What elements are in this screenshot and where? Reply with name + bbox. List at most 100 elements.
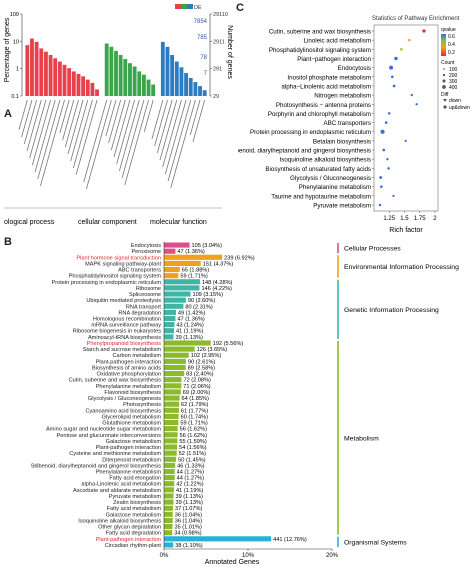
panel-c-title: Statistics of Pathway Enrichment xyxy=(372,16,460,22)
pathway-value-label: 80 (2.31%) xyxy=(185,304,212,310)
go-term-bar xyxy=(85,79,90,96)
pathway-bar xyxy=(164,505,173,511)
legend-count-dot xyxy=(442,79,446,83)
pathway-label: Circadian rhythm-plant xyxy=(105,543,162,549)
go-term-bar xyxy=(132,66,137,96)
legend-swatch-red xyxy=(175,4,181,9)
go-term-bar xyxy=(202,90,207,96)
go-term-bar xyxy=(193,82,198,96)
pathway-dot xyxy=(387,112,391,115)
go-term-label-stroke xyxy=(29,99,47,159)
legend-count-title: Count xyxy=(441,60,455,66)
go-term-label-stroke xyxy=(70,99,89,162)
go-term-label-stroke xyxy=(164,99,187,175)
legend-qvalue-tick-2: 0.2 xyxy=(448,50,455,56)
pathway-value-label: 59 (1.71%) xyxy=(180,274,207,280)
go-term-bar xyxy=(198,86,202,96)
right-tick-label: 291 xyxy=(213,67,222,73)
pathway-label: mRNA surveillance pathway xyxy=(91,323,161,329)
pathway-bar xyxy=(164,468,175,475)
category-label: Cellular Processes xyxy=(344,246,401,253)
pathway-label: Stilbenoid, diarylheptanoid and gingerol… xyxy=(31,463,162,469)
pathway-value-label: 69 (2.00%) xyxy=(183,390,210,396)
pathway-label: Porphyrin and chlorophyll metabolism xyxy=(268,111,371,118)
go-term-label-stroke xyxy=(170,99,196,189)
pathway-value-label: 148 (4.28%) xyxy=(202,280,233,286)
pathway-value-label: 36 (1.04%) xyxy=(175,518,202,524)
series-number-label: 7854 xyxy=(194,19,208,25)
pathway-label: Pyruvate metabolism xyxy=(313,203,371,210)
pathway-dot xyxy=(389,65,394,70)
pathway-label: Diterpenoid metabolism xyxy=(102,457,161,463)
pathway-value-label: 39 (1.13%) xyxy=(175,500,202,506)
pathway-label: Cutin, suberine and wax biosynthesis xyxy=(69,378,162,384)
go-term-bar xyxy=(114,50,118,96)
go-term-bar xyxy=(141,74,146,96)
go-term-bar xyxy=(48,55,53,96)
x-tick-label: 1.75 xyxy=(414,216,426,222)
pathway-dot xyxy=(382,148,386,152)
pathway-bar xyxy=(164,450,177,456)
pathway-bar xyxy=(164,383,182,389)
pathway-value-label: 151 (4.37%) xyxy=(203,261,234,267)
legend-count-label: 300 xyxy=(449,79,458,85)
x-tick-label: 1.25 xyxy=(383,216,395,222)
pathway-value-label: 89 (2.58%) xyxy=(188,365,215,371)
pathway-bar xyxy=(164,364,186,371)
pathway-label: Aminoacyl-tRNA biosynthesis xyxy=(88,335,161,341)
go-term-label-stroke xyxy=(154,99,168,147)
pathway-value-label: 44 (1.27%) xyxy=(177,476,204,482)
pathway-bar xyxy=(164,438,178,444)
pathway-label: Ascorbate and aldarate metabolism xyxy=(73,488,161,494)
right-tick-label: 29110 xyxy=(213,12,228,18)
go-term-bar xyxy=(123,59,128,96)
panel-label-c: C xyxy=(236,2,244,14)
pathway-label: Plant hormone signal transduction xyxy=(76,255,161,261)
pathway-label: alpha-Linolenic acid metabolism xyxy=(81,482,161,488)
pathway-bar xyxy=(164,542,174,548)
go-term-label-stroke xyxy=(23,99,38,145)
pathway-bar xyxy=(164,254,223,260)
go-term-label-stroke xyxy=(156,99,173,154)
go-term-label-stroke xyxy=(26,99,42,152)
pathway-value-label: 37 (1.07%) xyxy=(175,506,202,512)
pathway-dot xyxy=(378,203,382,207)
go-term-label-stroke xyxy=(37,99,61,180)
pathway-label: Isoquinoline alkaloid biosynthesis xyxy=(280,157,372,164)
pathway-label: Phosphatidylinositol signaling system xyxy=(269,47,371,54)
pathway-label: Plant-pathogen interaction xyxy=(96,537,161,543)
pathway-value-label: 90 (2.61%) xyxy=(188,359,215,365)
go-term-label-stroke xyxy=(116,99,135,165)
pathway-bar xyxy=(164,377,182,383)
pathway-label: RNA transport xyxy=(126,304,162,310)
go-term-bar xyxy=(39,48,44,96)
pathway-bar xyxy=(164,481,175,487)
category-label: Metabolism xyxy=(344,435,379,442)
legend-diff-down: down xyxy=(449,98,461,104)
series-number-label: 785 xyxy=(197,35,208,41)
pathway-label: Phenylalanine metabolism xyxy=(299,184,371,191)
pathway-label: Phenylalanine metabolism xyxy=(96,470,162,476)
pathway-label: Biosynthesis of unsaturated fatty acids xyxy=(265,166,371,173)
panel-a-legend-badge: DE xyxy=(194,5,202,11)
pathway-bar xyxy=(164,328,174,334)
pathway-value-label: 59 (1.71%) xyxy=(180,421,207,427)
legend-qvalue-tick-1: 0.4 xyxy=(448,42,455,48)
pathway-bar xyxy=(164,266,180,273)
pathway-bar xyxy=(164,242,190,248)
pathway-dot xyxy=(384,121,388,124)
pathway-bar xyxy=(164,462,176,468)
go-term-bar xyxy=(137,71,142,96)
pathway-label: Biosynthesis of amino acids xyxy=(92,365,161,371)
pathway-label: Photosynthesis − antenna proteins xyxy=(276,102,371,109)
panel-b-xlabel: Annotated Genes xyxy=(205,559,260,566)
pathway-bar xyxy=(164,248,176,254)
panel-label-a: A xyxy=(4,108,12,120)
pathway-bar xyxy=(164,346,195,352)
pathway-value-label: 41 (1.19%) xyxy=(176,488,203,494)
pathway-label: Protein processing in endoplasmic reticu… xyxy=(250,129,371,136)
legend-count-label: 400 xyxy=(449,85,458,91)
pathway-label: alpha−Linolenic acid metabolism xyxy=(281,83,371,90)
pathway-value-label: 36 (1.04%) xyxy=(175,512,202,518)
pathway-value-label: 46 (1.33%) xyxy=(177,463,204,469)
